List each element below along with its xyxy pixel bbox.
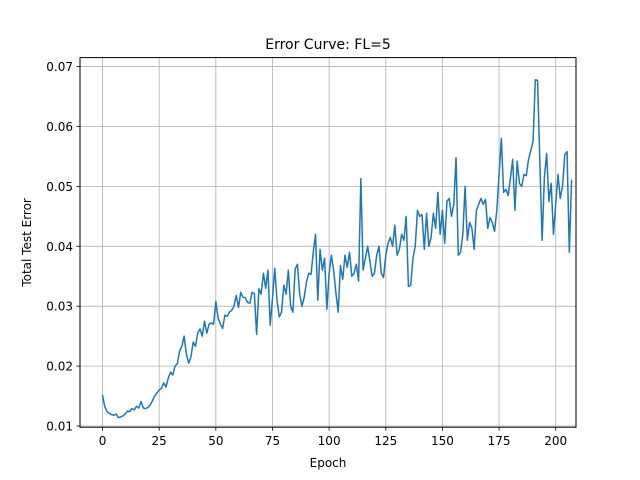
x-tick-label: 0 (99, 434, 107, 448)
x-tick-label: 125 (374, 434, 397, 448)
y-tick-label: 0.04 (46, 240, 73, 254)
x-tick-label: 175 (488, 434, 511, 448)
y-tick-label: 0.06 (46, 120, 73, 134)
x-tick-label: 75 (265, 434, 280, 448)
x-tick-label: 100 (318, 434, 341, 448)
grid-lines (80, 57, 576, 428)
y-tick-label: 0.02 (46, 360, 73, 374)
x-tick-label: 25 (152, 434, 167, 448)
x-axis-label: Epoch (310, 456, 347, 470)
chart-title: Error Curve: FL=5 (265, 37, 391, 53)
y-axis-label: Total Test Error (20, 198, 34, 288)
plot-area-frame (79, 57, 577, 428)
y-tick-label: 0.05 (46, 180, 73, 194)
y-tick-label: 0.03 (46, 300, 73, 314)
x-tick-label: 200 (544, 434, 567, 448)
series-group (101, 79, 573, 419)
y-tick-label: 0.01 (46, 420, 73, 434)
x-axis-ticks: 0 25 50 75 100 125 150 175 200 (99, 427, 567, 448)
x-tick-label: 50 (208, 434, 223, 448)
y-axis-ticks: 0.01 0.02 0.03 0.04 0.05 0.06 0.07 (46, 60, 80, 434)
y-tick-label: 0.07 (46, 60, 73, 74)
error-curve-line (101, 79, 573, 419)
x-tick-label: 150 (431, 434, 454, 448)
